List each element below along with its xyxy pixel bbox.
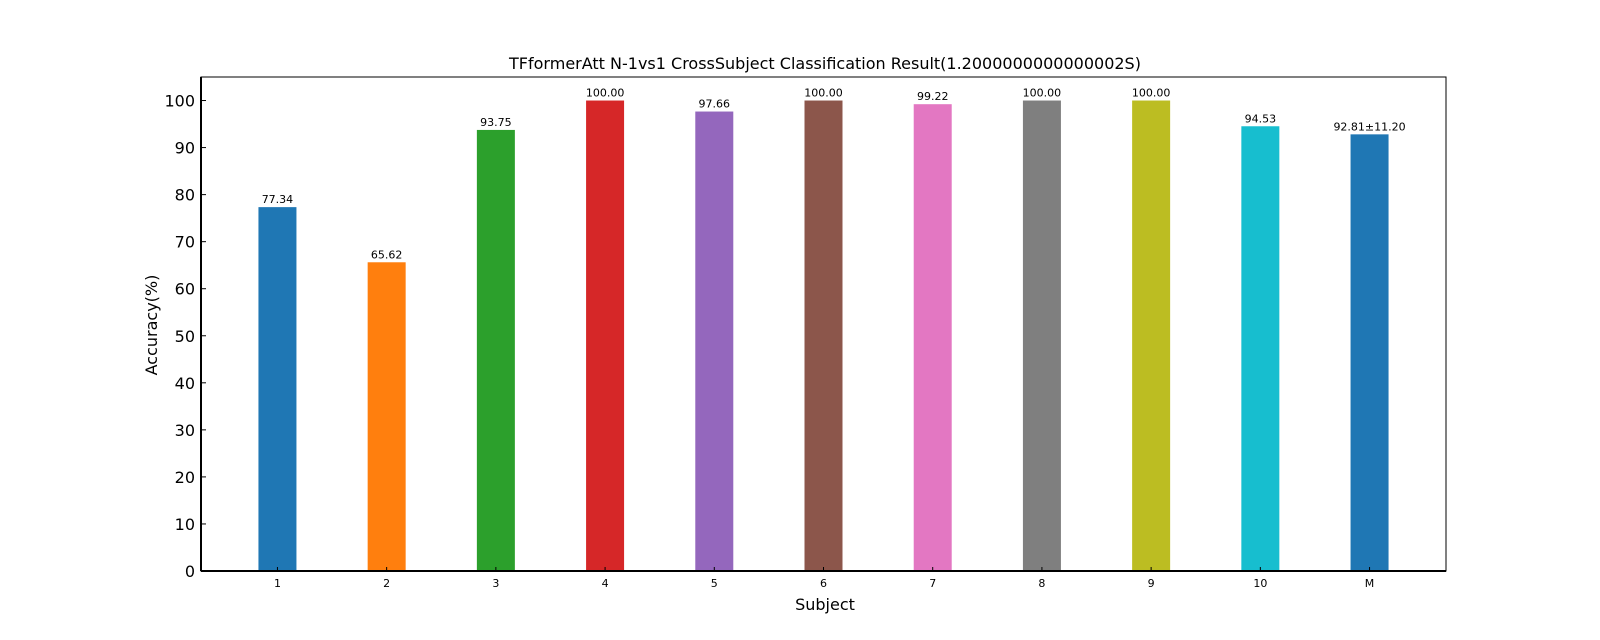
bars-group: [258, 100, 1389, 572]
data-label-5: 97.66: [699, 98, 731, 111]
data-label-10: 94.53: [1245, 112, 1277, 125]
y-tick-label-80: 80: [175, 186, 195, 205]
bar-6: [804, 100, 843, 572]
data-label-7: 99.22: [917, 90, 949, 103]
x-tick-label-10: 10: [1253, 577, 1267, 590]
x-tick-label-1: 1: [274, 577, 281, 590]
chart-title: TFformerAtt N-1vs1 CrossSubject Classifi…: [508, 54, 1141, 73]
x-tick-label-2: 2: [383, 577, 390, 590]
data-label-3: 93.75: [480, 116, 512, 129]
x-tick-label-4: 4: [602, 577, 609, 590]
bar-5: [695, 111, 734, 571]
y-axis-label: Accuracy(%): [142, 275, 161, 376]
y-tick-label-0: 0: [185, 562, 195, 581]
bar-9: [1132, 100, 1171, 572]
y-tick-label-30: 30: [175, 421, 195, 440]
bar-10: [1241, 126, 1280, 572]
data-label-M: 92.81±11.20: [1333, 120, 1405, 133]
bar-1: [258, 207, 297, 571]
data-label-4: 100.00: [586, 87, 625, 100]
x-tick-label-7: 7: [929, 577, 936, 590]
y-ticks-group: 0 10 20 30 40 50 60 70 80 90 100: [164, 92, 206, 581]
data-label-6: 100.00: [804, 87, 843, 100]
bar-2: [367, 262, 406, 571]
bar-M: [1350, 134, 1389, 571]
bar-7: [913, 104, 952, 571]
bar-3: [476, 129, 515, 571]
data-label-8: 100.00: [1023, 87, 1062, 100]
x-tick-label-5: 5: [711, 577, 718, 590]
data-label-1: 77.34: [262, 193, 294, 206]
y-tick-label-20: 20: [175, 468, 195, 487]
y-tick-label-60: 60: [175, 280, 195, 299]
x-tick-label-8: 8: [1038, 577, 1045, 590]
y-tick-label-50: 50: [175, 327, 195, 346]
x-tick-label-M: M: [1365, 577, 1375, 590]
y-tick-label-40: 40: [175, 374, 195, 393]
x-tick-label-9: 9: [1148, 577, 1155, 590]
y-tick-label-90: 90: [175, 139, 195, 158]
bar-8: [1022, 100, 1061, 572]
data-labels-group: 77.34 65.62 93.75 100.00 97.66 100.00 99.22 100…: [262, 87, 1406, 262]
y-tick-label-70: 70: [175, 233, 195, 252]
data-label-2: 65.62: [371, 248, 403, 261]
x-tick-label-3: 3: [492, 577, 499, 590]
data-label-9: 100.00: [1132, 87, 1171, 100]
x-tick-label-6: 6: [820, 577, 827, 590]
bar-4: [586, 100, 625, 572]
x-axis-label: Subject: [795, 595, 855, 614]
y-tick-label-10: 10: [175, 515, 195, 534]
y-tick-label-100: 100: [164, 92, 195, 111]
